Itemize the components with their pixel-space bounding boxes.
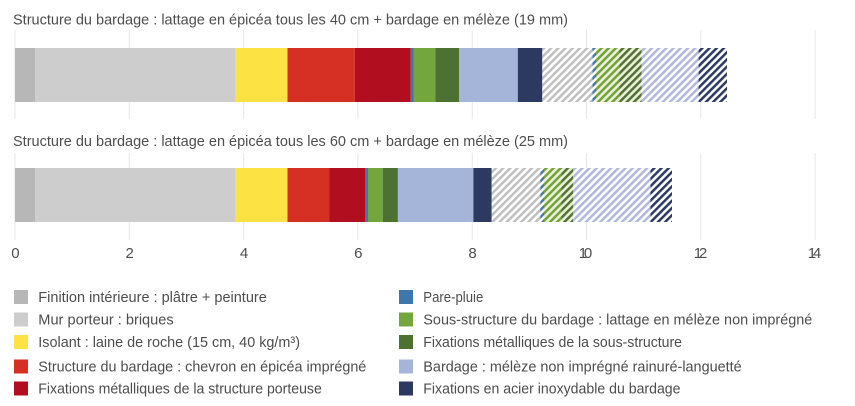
svg-text:6: 6 — [354, 245, 362, 262]
svg-text:Structure du bardage : lattage: Structure du bardage : lattage en épicéa… — [13, 12, 568, 29]
svg-text:Fixations métalliques de la so: Fixations métalliques de la sous-structu… — [423, 334, 682, 351]
svg-text:0: 0 — [11, 245, 19, 262]
svg-text:12: 12 — [694, 245, 708, 262]
svg-text:Structure du bardage : lattage: Structure du bardage : lattage en épicéa… — [13, 133, 568, 150]
svg-text:Pare-pluie: Pare-pluie — [423, 289, 483, 306]
svg-text:Fixations métalliques de la st: Fixations métalliques de la structure po… — [38, 381, 322, 398]
svg-text:4: 4 — [240, 245, 248, 262]
svg-text:14: 14 — [808, 245, 822, 262]
svg-text:Bardage : mélèze non imprégné: Bardage : mélèze non imprégné rainuré-la… — [423, 359, 741, 376]
svg-text:Structure du bardage : chevron: Structure du bardage : chevron en épicéa… — [38, 359, 366, 376]
svg-text:10: 10 — [579, 245, 593, 262]
svg-text:Isolant : laine de roche (15 c: Isolant : laine de roche (15 cm, 40 kg/m… — [38, 334, 300, 351]
svg-text:8: 8 — [468, 245, 476, 262]
svg-text:Fixations en acier inoxydable: Fixations en acier inoxydable du bardage — [423, 381, 680, 398]
svg-text:2: 2 — [126, 245, 134, 262]
svg-text:Finition intérieure : plâtre +: Finition intérieure : plâtre + peinture — [38, 289, 266, 306]
svg-text:Mur porteur : briques: Mur porteur : briques — [38, 312, 173, 329]
svg-text:Sous-structure du bardage : la: Sous-structure du bardage : lattage en m… — [423, 312, 812, 329]
